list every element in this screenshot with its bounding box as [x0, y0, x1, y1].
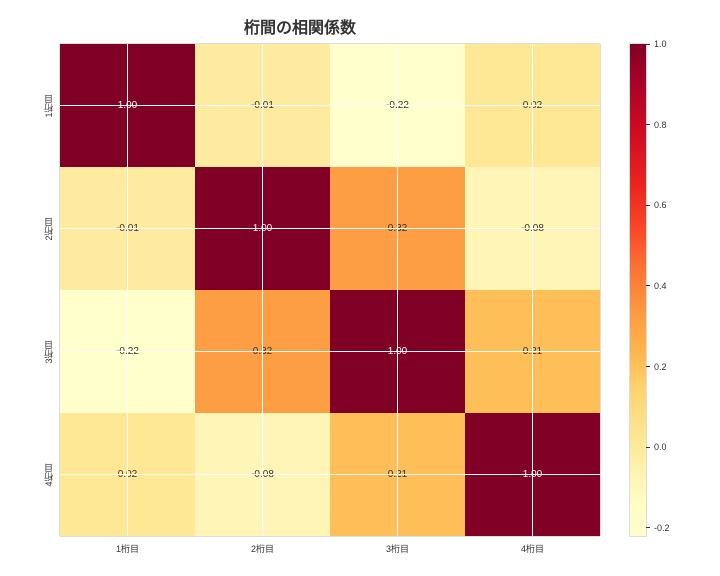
- colorbar-tick-mark: [646, 205, 650, 206]
- heatmap-cell-value: -0.08: [521, 223, 544, 234]
- heatmap-cell: 0.32: [195, 290, 330, 413]
- chart-title: 桁間の相関係数: [0, 14, 600, 38]
- heatmap-cell-value: 0.02: [118, 469, 137, 480]
- heatmap-cell-value: 0.21: [388, 469, 407, 480]
- colorbar-tick: -0.2: [646, 523, 670, 533]
- colorbar-tick: 0.0: [646, 442, 667, 452]
- colorbar-tick-mark: [646, 366, 650, 367]
- heatmap-cell: -0.01: [60, 167, 195, 290]
- heatmap-axes: 1.00 -0.01 -0.22 0.02 -0.01 1.00 0.32 -0.08 -0.2…: [60, 44, 600, 536]
- colorbar-tick-label: -0.2: [654, 523, 670, 533]
- colorbar: -0.20.00.20.40.60.81.0: [630, 44, 646, 536]
- colorbar-tick-mark: [646, 527, 650, 528]
- colorbar-tick: 0.8: [646, 120, 667, 130]
- colorbar-tick: 0.6: [646, 200, 667, 210]
- colorbar-tick-mark: [646, 124, 650, 125]
- heatmap-cell: -0.22: [330, 44, 465, 167]
- heatmap-cell: 1.00: [465, 413, 600, 536]
- heatmap-cell-value: -0.01: [116, 223, 139, 234]
- y-tick-label: 1桁目: [42, 94, 55, 117]
- y-tick-label: 2桁目: [42, 217, 55, 240]
- y-tick-label: 3桁目: [42, 340, 55, 363]
- heatmap-cell: -0.22: [60, 290, 195, 413]
- figure: 桁間の相関係数 1.00 -0.01 -0.22 0.02 -0.01 1.00 0.32 -…: [0, 0, 720, 576]
- heatmap-cell-value: 0.32: [388, 223, 407, 234]
- heatmap-cell: 0.02: [465, 44, 600, 167]
- x-tick-label: 3桁目: [386, 542, 409, 555]
- heatmap-cell-value: 1.00: [523, 469, 542, 480]
- axes-spine-bottom: [60, 536, 600, 537]
- colorbar-tick-label: 0.4: [654, 281, 667, 291]
- heatmap-cell-value: -0.22: [386, 100, 409, 111]
- heatmap-cell-value: -0.22: [116, 346, 139, 357]
- colorbar-tick-label: 0.6: [654, 200, 667, 210]
- heatmap-cell: -0.08: [465, 167, 600, 290]
- heatmap-cell: 0.21: [330, 413, 465, 536]
- heatmap-cell-value: 0.32: [253, 346, 272, 357]
- heatmap-cell-value: -0.01: [251, 100, 274, 111]
- colorbar-tick-mark: [646, 285, 650, 286]
- heatmap-cell-value: 1.00: [253, 223, 272, 234]
- heatmap-grid: 1.00 -0.01 -0.22 0.02 -0.01 1.00 0.32 -0.08 -0.2…: [60, 44, 600, 536]
- axes-spine-right: [600, 44, 601, 536]
- heatmap-cell: 0.02: [60, 413, 195, 536]
- heatmap-cell-value: 1.00: [388, 346, 407, 357]
- heatmap-cell: 1.00: [195, 167, 330, 290]
- heatmap-cell-value: 0.02: [523, 100, 542, 111]
- colorbar-gradient: [630, 44, 646, 536]
- colorbar-tick: 0.2: [646, 362, 667, 372]
- heatmap-cell-value: -0.08: [251, 469, 274, 480]
- axes-spine-top: [60, 43, 600, 44]
- colorbar-tick-label: 0.8: [654, 120, 667, 130]
- heatmap-cell: 0.21: [465, 290, 600, 413]
- colorbar-tick-label: 0.2: [654, 362, 667, 372]
- heatmap-cell-value: 0.21: [523, 346, 542, 357]
- colorbar-tick-mark: [646, 44, 650, 45]
- y-tick-label: 4桁目: [42, 463, 55, 486]
- colorbar-tick-label: 1.0: [654, 39, 667, 49]
- heatmap-cell: 0.32: [330, 167, 465, 290]
- heatmap-cell: 1.00: [60, 44, 195, 167]
- x-tick-label: 1桁目: [116, 542, 139, 555]
- heatmap-cell: -0.01: [195, 44, 330, 167]
- x-tick-label: 4桁目: [521, 542, 544, 555]
- heatmap-cell-value: 1.00: [118, 100, 137, 111]
- x-tick-label: 2桁目: [251, 542, 274, 555]
- axes-spine-left: [59, 44, 60, 536]
- heatmap-cell: -0.08: [195, 413, 330, 536]
- colorbar-tick-mark: [646, 447, 650, 448]
- colorbar-tick: 1.0: [646, 39, 667, 49]
- colorbar-tick: 0.4: [646, 281, 667, 291]
- heatmap-cell: 1.00: [330, 290, 465, 413]
- colorbar-tick-label: 0.0: [654, 442, 667, 452]
